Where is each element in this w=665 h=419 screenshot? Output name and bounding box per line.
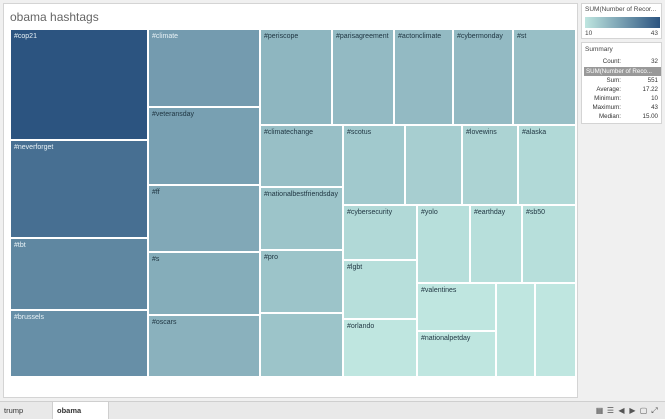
tile-label: #oscars xyxy=(152,319,177,326)
treemap-tile[interactable]: #sb50 xyxy=(522,205,576,283)
treemap-tile[interactable]: #actonclimate xyxy=(394,29,453,125)
tile-label: #orlando xyxy=(347,323,375,330)
summary-row-label: Average: xyxy=(596,86,621,93)
legend-min: 10 xyxy=(585,30,593,37)
tile-label: #sb50 xyxy=(526,209,546,216)
summary-row-value: 10 xyxy=(651,95,658,102)
grid-view-icon[interactable]: ▦ xyxy=(595,406,604,415)
tile-label: #alaska xyxy=(522,129,547,136)
treemap-tile[interactable]: #nationalbestfriendsday xyxy=(260,187,343,250)
summary-row-value: 43 xyxy=(651,104,658,111)
legend-max: 43 xyxy=(650,30,658,37)
treemap-tile[interactable]: #oscars xyxy=(148,315,260,377)
color-legend: SUM(Number of Recor... 10 43 xyxy=(581,3,662,39)
summary-count-label: Count: xyxy=(602,58,621,65)
tile-label: #earthday xyxy=(474,209,506,216)
treemap-tile[interactable] xyxy=(535,283,576,377)
treemap-tile[interactable]: #pro xyxy=(260,250,343,313)
tile-label: #st xyxy=(517,33,527,40)
treemap-tile[interactable]: #orlando xyxy=(343,319,417,377)
tile-label: #veteransday xyxy=(152,111,195,118)
summary-row-value: 551 xyxy=(647,77,658,84)
sheet-title: obama hashtags xyxy=(10,10,99,24)
legend-gradient xyxy=(585,17,660,28)
tile-label: #pro xyxy=(264,254,279,261)
summary-row: Minimum: 10 xyxy=(584,95,661,104)
treemap-tile[interactable]: #yolo xyxy=(417,205,470,283)
treemap-tile[interactable]: #parisagreement xyxy=(332,29,394,125)
treemap-tile[interactable]: #ff xyxy=(148,185,260,252)
treemap-tile[interactable] xyxy=(496,283,535,377)
tile-label: #lovewins xyxy=(466,129,497,136)
tile-label: #periscope xyxy=(264,33,299,40)
summary-row-label: Median: xyxy=(598,113,621,120)
treemap-tile[interactable]: #neverforget xyxy=(10,140,148,238)
treemap-tile[interactable] xyxy=(405,125,462,205)
tile-label: #climate xyxy=(152,33,179,40)
treemap-tile[interactable]: #alaska xyxy=(518,125,576,205)
tile-label: #nationalpetday xyxy=(421,335,471,342)
treemap-tile[interactable]: #cop21 xyxy=(10,29,148,140)
treemap-tile[interactable]: #cybermonday xyxy=(453,29,513,125)
tile-label: #nationalbestfriendsday xyxy=(264,191,338,198)
summary-row-value: 15.00 xyxy=(642,113,658,120)
tile-label: #valentines xyxy=(421,287,457,294)
treemap-tile[interactable]: #periscope xyxy=(260,29,332,125)
tile-label: #neverforget xyxy=(14,144,54,151)
summary-card: Summary Count: 32 SUM(Number of Reco... … xyxy=(581,42,662,124)
treemap-tile[interactable]: #lovewins xyxy=(462,125,518,205)
tile-label: #cop21 xyxy=(14,33,37,40)
treemap[interactable]: #cop21 #neverforget #tbt #brussels #climate #… xyxy=(10,29,576,377)
summary-title: Summary xyxy=(585,46,613,53)
treemap-tile[interactable]: #valentines xyxy=(417,283,496,331)
summary-count-value: 32 xyxy=(651,58,658,65)
summary-row: Sum: 551 xyxy=(584,77,661,86)
list-view-icon[interactable]: ☰ xyxy=(606,406,615,415)
treemap-tile[interactable]: #cybersecurity xyxy=(343,205,417,260)
treemap-tile[interactable]: #climatechange xyxy=(260,125,343,187)
sheet-tab-bar: trump hashtags obama hashtags ▦☰◀ ▶▢⤢ xyxy=(0,401,665,419)
treemap-tile[interactable]: #nationalpetday xyxy=(417,331,496,377)
tile-label: #cybersecurity xyxy=(347,209,393,216)
treemap-tile[interactable] xyxy=(260,313,343,377)
tile-label: #scotus xyxy=(347,129,372,136)
next-sheet-icon[interactable]: ▶ xyxy=(629,406,636,415)
tile-label: #brussels xyxy=(14,314,44,321)
tile-label: #s xyxy=(152,256,160,263)
treemap-tile[interactable]: #veteransday xyxy=(148,107,260,185)
tile-label: #cybermonday xyxy=(457,33,503,40)
summary-row-label: Minimum: xyxy=(594,95,621,102)
treemap-tile[interactable]: #scotus xyxy=(343,125,405,205)
summary-measure-header: SUM(Number of Reco... xyxy=(584,67,661,76)
tile-label: #parisagreement xyxy=(336,33,389,40)
tab-obama-hashtags[interactable]: obama hashtags xyxy=(52,402,109,419)
summary-row: Average: 17.22 xyxy=(584,86,661,95)
treemap-tile[interactable]: #tbt xyxy=(10,238,148,310)
tile-label: #ff xyxy=(152,189,160,196)
treemap-tile[interactable]: #earthday xyxy=(470,205,522,283)
prev-sheet-icon[interactable]: ◀ xyxy=(618,406,625,415)
treemap-tile[interactable]: #st xyxy=(513,29,576,125)
present-icon[interactable]: ▢ xyxy=(639,406,648,415)
treemap-tile[interactable]: #s xyxy=(148,252,260,315)
summary-row-label: Maximum: xyxy=(592,104,621,111)
treemap-tile[interactable]: #lgbt xyxy=(343,260,417,319)
summary-row-value: 17.22 xyxy=(642,86,658,93)
tab-trump-hashtags[interactable]: trump hashtags xyxy=(4,406,24,415)
tile-label: #tbt xyxy=(14,242,26,249)
summary-row: Median: 15.00 xyxy=(584,113,661,122)
treemap-tile[interactable]: #climate xyxy=(148,29,260,107)
fit-icon[interactable]: ⤢ xyxy=(651,406,658,415)
summary-row-label: Sum: xyxy=(606,77,621,84)
legend-title: SUM(Number of Recor... xyxy=(585,6,657,13)
tile-label: #yolo xyxy=(421,209,438,216)
tile-label: #climatechange xyxy=(264,129,314,136)
summary-row: Maximum: 43 xyxy=(584,104,661,113)
treemap-tile[interactable]: #brussels xyxy=(10,310,148,377)
worksheet: obama hashtags #cop21 #neverforget #tbt #br… xyxy=(3,3,578,398)
summary-count-row: Count: 32 xyxy=(584,58,661,67)
tile-label: #actonclimate xyxy=(398,33,442,40)
tile-label: #lgbt xyxy=(347,264,363,271)
